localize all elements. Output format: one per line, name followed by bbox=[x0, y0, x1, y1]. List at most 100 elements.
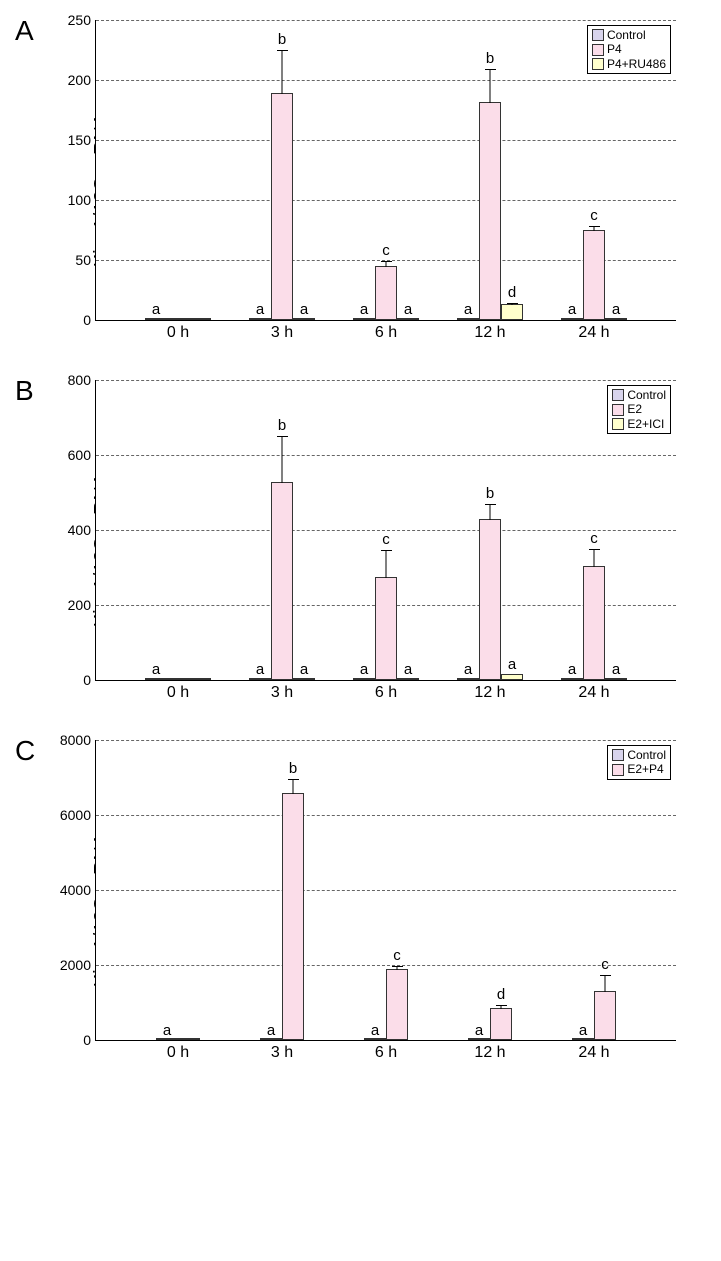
x-tick-label: 3 h bbox=[271, 324, 293, 342]
grid-line bbox=[96, 965, 676, 966]
bar bbox=[167, 318, 189, 320]
error-bar bbox=[282, 436, 283, 483]
error-bar bbox=[512, 303, 513, 305]
legend-swatch bbox=[612, 404, 624, 416]
bar bbox=[397, 678, 419, 680]
error-cap bbox=[277, 50, 288, 51]
error-cap bbox=[507, 303, 518, 304]
significance-label: c bbox=[382, 531, 390, 548]
error-bar bbox=[501, 1005, 502, 1009]
error-bar bbox=[594, 226, 595, 231]
legend-item: Control bbox=[592, 28, 666, 42]
significance-label: b bbox=[278, 417, 286, 434]
bar bbox=[501, 674, 523, 680]
significance-label: a bbox=[267, 1022, 275, 1039]
significance-label: d bbox=[508, 284, 516, 301]
significance-label: c bbox=[393, 947, 401, 964]
legend-item: E2+ICI bbox=[612, 417, 666, 431]
bar bbox=[561, 678, 583, 680]
grid-line bbox=[96, 20, 676, 21]
y-tick-label: 400 bbox=[68, 522, 96, 538]
bar bbox=[561, 318, 583, 320]
y-tick-label: 250 bbox=[68, 12, 96, 28]
error-cap bbox=[392, 966, 403, 967]
chart-container: Kiss1/18S mRNA050100150200250ControlP4P4… bbox=[95, 20, 675, 360]
x-tick-label: 3 h bbox=[271, 684, 293, 702]
x-tick-label: 12 h bbox=[474, 324, 505, 342]
y-tick-label: 150 bbox=[68, 132, 96, 148]
bar bbox=[293, 318, 315, 320]
legend-item: P4 bbox=[592, 42, 666, 56]
legend-label: E2+P4 bbox=[627, 762, 663, 776]
significance-label: a bbox=[568, 301, 576, 318]
bar bbox=[583, 230, 605, 320]
significance-label: c bbox=[601, 956, 609, 973]
y-tick-label: 100 bbox=[68, 192, 96, 208]
bar bbox=[353, 678, 375, 680]
bar bbox=[490, 1008, 512, 1040]
grid-line bbox=[96, 890, 676, 891]
legend: ControlE2E2+ICI bbox=[607, 385, 671, 434]
y-tick-label: 6000 bbox=[60, 807, 96, 823]
x-tick-label: 6 h bbox=[375, 1044, 397, 1062]
error-cap bbox=[496, 1005, 507, 1006]
y-tick-label: 0 bbox=[83, 312, 96, 328]
significance-label: a bbox=[579, 1022, 587, 1039]
grid-line bbox=[96, 815, 676, 816]
bar bbox=[249, 318, 271, 320]
significance-label: a bbox=[612, 661, 620, 678]
legend-label: Control bbox=[627, 388, 666, 402]
legend-item: P4+RU486 bbox=[592, 57, 666, 71]
legend-label: E2+ICI bbox=[627, 417, 664, 431]
bar bbox=[178, 1038, 200, 1040]
error-bar bbox=[397, 966, 398, 970]
x-tick-label: 0 h bbox=[167, 1044, 189, 1062]
grid-line bbox=[96, 200, 676, 201]
grid-line bbox=[96, 455, 676, 456]
bar bbox=[594, 991, 616, 1040]
bar bbox=[145, 678, 167, 680]
error-cap bbox=[589, 226, 600, 227]
legend-swatch bbox=[592, 58, 604, 70]
bar bbox=[386, 969, 408, 1040]
x-tick-label: 24 h bbox=[578, 1044, 609, 1062]
grid-line bbox=[96, 140, 676, 141]
legend-swatch bbox=[612, 418, 624, 430]
error-cap bbox=[600, 975, 611, 976]
bar bbox=[167, 678, 189, 680]
y-tick-label: 0 bbox=[83, 1032, 96, 1048]
bar bbox=[271, 482, 293, 680]
bar bbox=[282, 793, 304, 1041]
bar bbox=[145, 318, 167, 320]
significance-label: a bbox=[300, 661, 308, 678]
bar bbox=[479, 102, 501, 320]
significance-label: a bbox=[568, 661, 576, 678]
bar bbox=[501, 304, 523, 320]
significance-label: a bbox=[152, 301, 160, 318]
bar bbox=[457, 678, 479, 680]
significance-label: d bbox=[497, 986, 505, 1003]
chart-panel-B: BKiss1/18S mRNA0200400600800ControlE2E2+… bbox=[10, 380, 711, 720]
x-tick-label: 6 h bbox=[375, 684, 397, 702]
error-cap bbox=[485, 69, 496, 70]
y-tick-label: 800 bbox=[68, 372, 96, 388]
error-bar bbox=[594, 549, 595, 567]
x-tick-label: 0 h bbox=[167, 684, 189, 702]
bar bbox=[605, 678, 627, 680]
bar bbox=[353, 318, 375, 320]
y-tick-label: 2000 bbox=[60, 957, 96, 973]
chart-container: Kiss1/18S mRNA0200400600800ControlE2E2+I… bbox=[95, 380, 675, 720]
legend-swatch bbox=[612, 749, 624, 761]
grid-line bbox=[96, 80, 676, 81]
plot-area: 0200400600800ControlE2E2+ICI0 ha3 haba6 … bbox=[95, 380, 676, 681]
error-cap bbox=[485, 504, 496, 505]
error-bar bbox=[490, 504, 491, 520]
bar bbox=[375, 577, 397, 680]
significance-label: a bbox=[360, 301, 368, 318]
legend-label: P4 bbox=[607, 42, 622, 56]
significance-label: a bbox=[256, 661, 264, 678]
legend-label: E2 bbox=[627, 402, 642, 416]
error-cap bbox=[381, 550, 392, 551]
plot-area: 02000400060008000ControlE2+P40 ha3 hab6 … bbox=[95, 740, 676, 1041]
significance-label: a bbox=[152, 661, 160, 678]
